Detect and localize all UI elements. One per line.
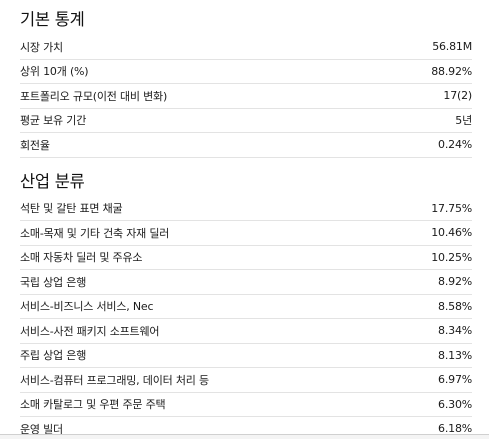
row-value: 6.30% xyxy=(438,397,472,411)
row-value: 56.81M xyxy=(432,40,472,54)
stat-row: 포트폴리오 규모(이전 대비 변화) 17(2) xyxy=(20,84,472,109)
industry-row: 석탄 및 갈탄 표면 채굴 17.75% xyxy=(20,197,472,221)
row-label: 회전율 xyxy=(20,138,50,152)
industry-title: 산업 분류 xyxy=(20,171,85,191)
row-value: 5년 xyxy=(455,114,472,128)
basic-stats-list: 시장 가치 56.81M 상위 10개 (%) 88.92% 포트폴리오 규모(이전 대… xyxy=(20,35,472,158)
row-value: 10.25% xyxy=(431,250,472,264)
row-label: 소매 자동차 딜러 및 주유소 xyxy=(20,251,143,265)
industry-row: 소매-목재 및 기타 건축 자재 딜러 10.46% xyxy=(20,221,472,246)
row-label: 포트폴리오 규모(이전 대비 변화) xyxy=(20,89,168,103)
row-label: 주립 상업 은행 xyxy=(20,349,87,363)
industry-row: 소매 카탈로그 및 우편 주문 주택 6.30% xyxy=(20,393,472,417)
row-label: 석탄 및 갈탄 표면 채굴 xyxy=(20,202,123,216)
row-label: 서비스-컴퓨터 프로그래밍, 데이터 처리 등 xyxy=(20,373,209,387)
stat-row: 평균 보유 기간 5년 xyxy=(20,109,472,133)
row-label: 상위 10개 (%) xyxy=(20,65,89,79)
industry-row: 소매 자동차 딜러 및 주유소 10.25% xyxy=(20,246,472,270)
row-value: 8.13% xyxy=(438,348,472,362)
row-value: 8.34% xyxy=(438,324,472,338)
row-label: 운영 빌더 xyxy=(20,422,63,436)
row-label: 소매 카탈로그 및 우편 주문 주택 xyxy=(20,398,166,412)
stats-panel: 기본 통계 시장 가치 56.81M 상위 10개 (%) 88.92% 포트폴리오 규… xyxy=(20,0,472,439)
row-label: 서비스-비즈니스 서비스, Nec xyxy=(20,300,154,314)
industry-row: 서비스-컴퓨터 프로그래밍, 데이터 처리 등 6.97% xyxy=(20,368,472,393)
industry-row: 서비스-비즈니스 서비스, Nec 8.58% xyxy=(20,295,472,319)
stat-row: 시장 가치 56.81M xyxy=(20,35,472,60)
row-value: 8.58% xyxy=(438,299,472,313)
industry-list: 석탄 및 갈탄 표면 채굴 17.75% 소매-목재 및 기타 건축 자재 딜러 10… xyxy=(20,197,472,439)
row-value: 0.24% xyxy=(438,138,472,152)
row-label: 시장 가치 xyxy=(20,40,63,54)
stat-row: 회전율 0.24% xyxy=(20,133,472,158)
row-label: 소매-목재 및 기타 건축 자재 딜러 xyxy=(20,226,170,240)
industry-row: 주립 상업 은행 8.13% xyxy=(20,344,472,368)
row-label: 평균 보유 기간 xyxy=(20,114,87,128)
row-value: 10.46% xyxy=(431,226,472,240)
row-value: 8.92% xyxy=(438,275,472,289)
industry-row: 국립 상업 은행 8.92% xyxy=(20,270,472,295)
stat-row: 상위 10개 (%) 88.92% xyxy=(20,60,472,84)
row-label: 국립 상업 은행 xyxy=(20,275,87,289)
industry-row: 운영 빌더 6.18% xyxy=(20,417,472,439)
row-value: 6.18% xyxy=(438,422,472,436)
row-value: 88.92% xyxy=(431,64,472,78)
row-label: 서비스-사전 패키지 소프트웨어 xyxy=(20,324,160,338)
row-value: 6.97% xyxy=(438,373,472,387)
bottom-divider xyxy=(0,434,489,439)
basic-stats-title: 기본 통계 xyxy=(20,10,85,29)
row-value: 17(2) xyxy=(443,89,472,103)
industry-row: 서비스-사전 패키지 소프트웨어 8.34% xyxy=(20,319,472,344)
row-value: 17.75% xyxy=(431,201,472,215)
